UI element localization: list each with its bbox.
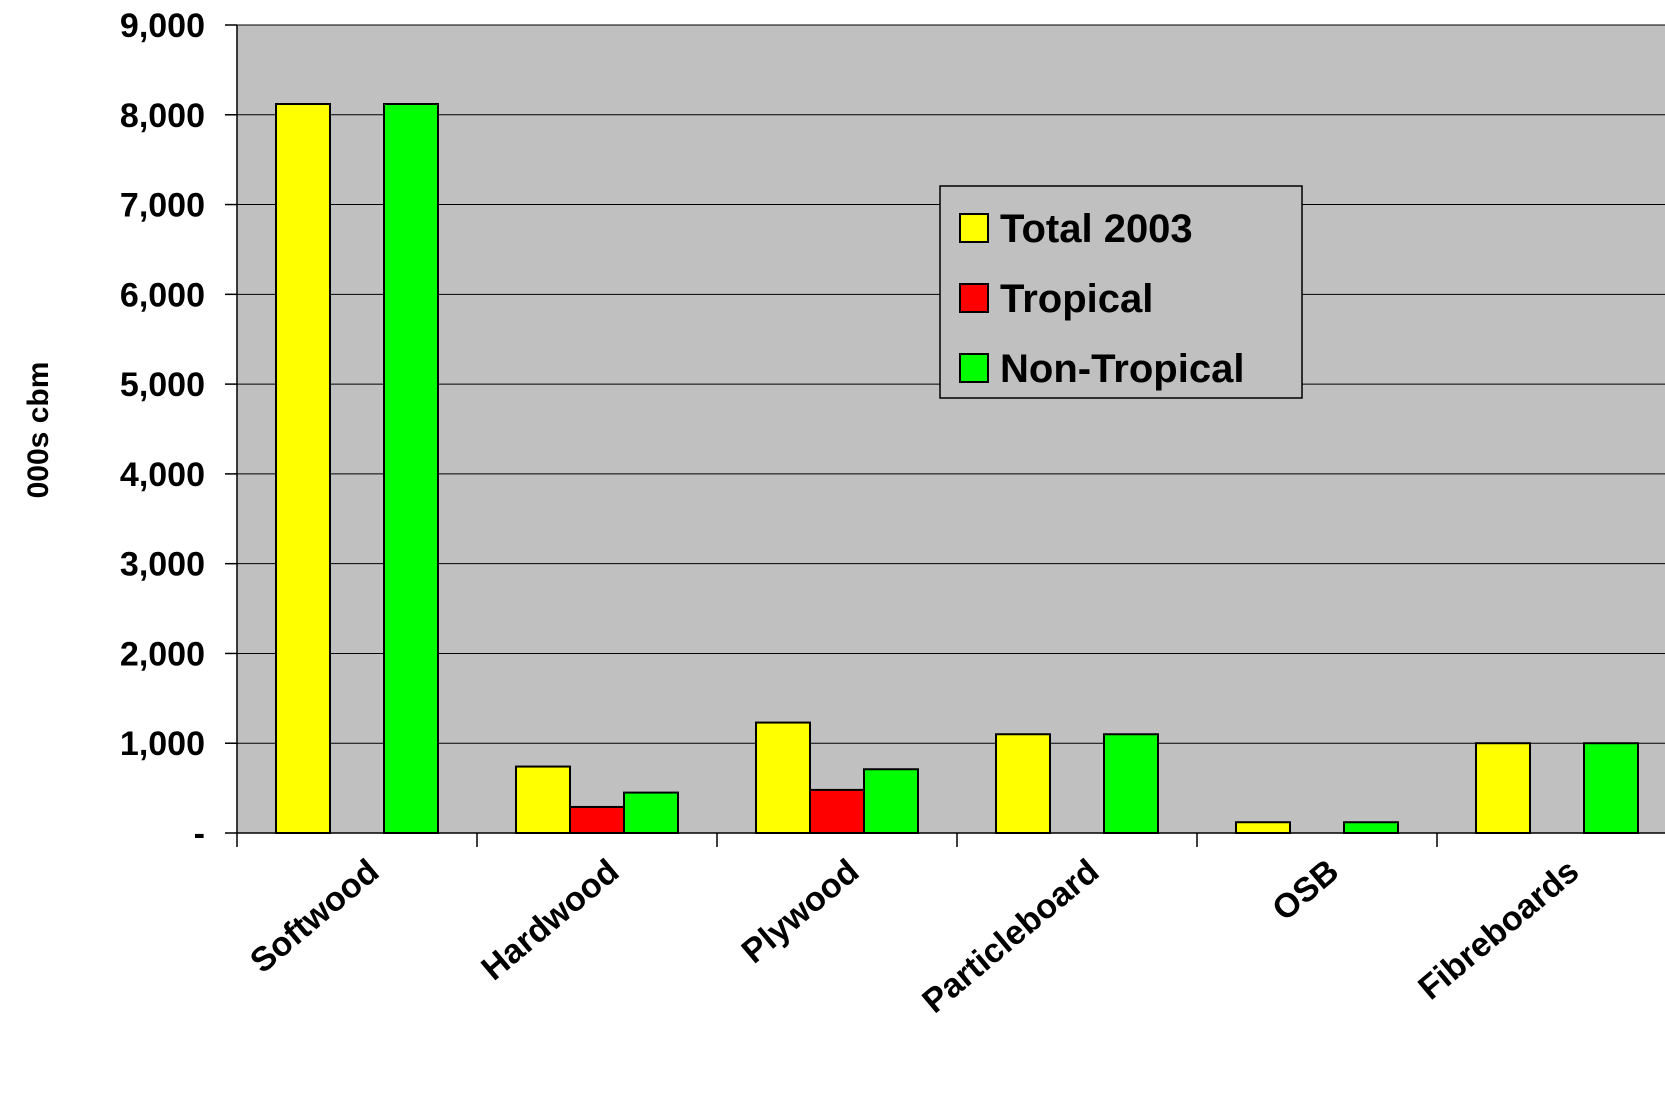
x-category-label: Softwood	[243, 852, 386, 981]
y-tick-label: 4,000	[120, 456, 205, 494]
bar-non-tropical-osb	[1343, 821, 1399, 835]
y-tick-label: 2,000	[120, 635, 205, 673]
bar-non-tropical-plywood	[863, 768, 919, 834]
plot-area	[237, 25, 1665, 833]
x-axis-ticks: Softwood Hardwood Plywood Particleboard OSB F…	[236, 833, 1586, 1021]
bar-total-2003-hardwood	[515, 765, 571, 835]
legend-label: Total 2003	[1000, 207, 1193, 251]
legend-label: Tropical	[1000, 277, 1153, 321]
y-tick-label: 7,000	[120, 187, 205, 225]
x-category-label: Plywood	[735, 852, 867, 971]
legend: Total 2003 Tropical Non-Tropical	[939, 185, 1303, 399]
bars	[275, 103, 1639, 835]
bar-non-tropical-softwood	[383, 103, 439, 834]
x-category-label: Particleboard	[915, 852, 1106, 1021]
y-tick-label: 1,000	[120, 725, 205, 763]
y-axis-ticks: - 1,000 2,000 3,000 4,000 5,000 6,000 7,000 8,00…	[120, 7, 237, 853]
y-tick-label: 8,000	[120, 97, 205, 135]
y-tick-label: 9,000	[120, 7, 205, 45]
legend-box	[939, 185, 1303, 399]
y-tick-label: -	[194, 815, 205, 853]
y-axis-title: 000s cbm	[22, 362, 55, 499]
bar-total-2003-plywood	[755, 721, 811, 834]
x-category-label: Hardwood	[474, 852, 626, 988]
y-tick-label: 6,000	[120, 276, 205, 314]
bar-tropical-hardwood	[569, 805, 625, 834]
x-category-label: Fibreboards	[1411, 852, 1586, 1007]
bar-non-tropical-particleboard	[1103, 733, 1159, 834]
x-category-label: OSB	[1265, 852, 1346, 928]
legend-label: Non-Tropical	[1000, 347, 1244, 391]
bar-non-tropical-hardwood	[623, 791, 679, 834]
bar-total-2003-softwood	[275, 103, 331, 834]
bar-tropical-plywood	[809, 788, 865, 835]
bar-total-2003-particleboard	[995, 733, 1051, 834]
bar-total-2003-fibreboards	[1475, 742, 1531, 835]
y-tick-label: 3,000	[120, 546, 205, 584]
legend-swatch	[959, 213, 989, 243]
legend-swatch	[959, 283, 989, 313]
bar-non-tropical-fibreboards	[1583, 742, 1639, 835]
y-tick-label: 5,000	[120, 366, 205, 404]
bar-total-2003-osb	[1235, 821, 1291, 835]
legend-swatch	[959, 353, 989, 383]
